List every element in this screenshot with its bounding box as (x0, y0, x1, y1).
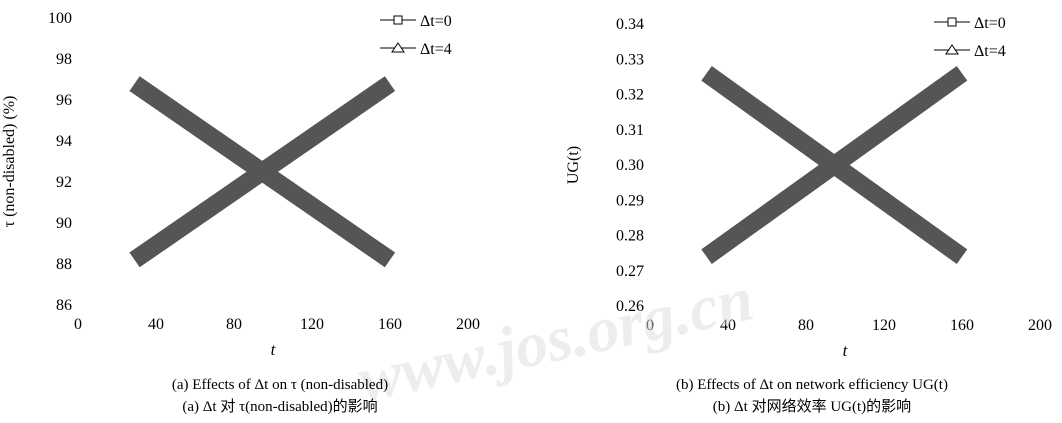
y-tick-label: 0.27 (616, 263, 644, 280)
y-tick-label: 0.26 (616, 298, 644, 315)
y-tick-label: 88 (56, 256, 72, 273)
legend-square-marker (393, 15, 403, 25)
y-axis-label: UG(t) (565, 146, 582, 184)
legend-label: Δt=4 (974, 43, 1006, 60)
y-axis-label: τ (non-disabled) (%) (1, 96, 18, 228)
x-tick-label: 80 (226, 316, 242, 333)
caption-b-zh: (b) Δt 对网络效率 UG(t)的影响 (712, 399, 912, 415)
y-tick-label: 0.33 (616, 51, 644, 68)
x-tick-label: 40 (720, 317, 736, 334)
y-tick-label: 0.30 (616, 157, 644, 174)
caption-a-zh: (a) Δt 对 τ(non-disabled)的影响 (182, 399, 378, 415)
legend-label: Δt=0 (974, 15, 1006, 32)
x-tick-label: 200 (1028, 317, 1052, 334)
y-tick-label: 0.34 (616, 16, 644, 33)
x-tick-label: 120 (300, 316, 324, 333)
chart-panel-a: 0 40 80 120 160 200 86 88 90 92 94 96 98 100 t τ (non-d… (1, 10, 480, 359)
legend-triangle-marker (945, 44, 959, 55)
y-tick-label: 96 (56, 92, 72, 109)
y-tick-label: 0.32 (616, 87, 644, 104)
series-line (701, 66, 968, 264)
x-tick-label: 160 (378, 316, 402, 333)
legend-triangle-marker (391, 42, 405, 53)
y-tick-label: 0.28 (616, 228, 644, 245)
y-tick-label: 100 (48, 10, 72, 27)
y-tick-label: 86 (56, 297, 72, 314)
caption-b-en: (b) Effects of Δt on network efficiency … (676, 377, 948, 393)
y-tick-label: 90 (56, 215, 72, 232)
y-tick-label: 0.31 (616, 122, 644, 139)
x-tick-label: 160 (950, 317, 974, 334)
y-tick-label: 94 (56, 133, 72, 150)
series-line (129, 76, 396, 268)
x-axis-label: t (843, 341, 849, 360)
x-tick-label: 0 (646, 317, 654, 334)
x-axis-label: t (271, 340, 277, 359)
x-tick-label: 40 (148, 316, 164, 333)
x-tick-label: 200 (456, 316, 480, 333)
legend-square-marker (947, 17, 957, 27)
y-tick-label: 92 (56, 174, 72, 191)
legend-label: Δt=4 (420, 41, 452, 58)
y-tick-label: 0.29 (616, 192, 644, 209)
caption-a-en: (a) Effects of Δt on τ (non-disabled) (171, 377, 389, 393)
x-tick-label: 120 (872, 317, 896, 334)
x-tick-label: 0 (74, 316, 82, 333)
x-tick-label: 80 (798, 317, 814, 334)
y-tick-label: 98 (56, 51, 72, 68)
chart-panel-b: 0 40 80 120 160 200 0.26 0.27 0.28 0.29 0.30 0.31 0.… (565, 15, 1052, 360)
legend-label: Δt=0 (420, 13, 452, 30)
